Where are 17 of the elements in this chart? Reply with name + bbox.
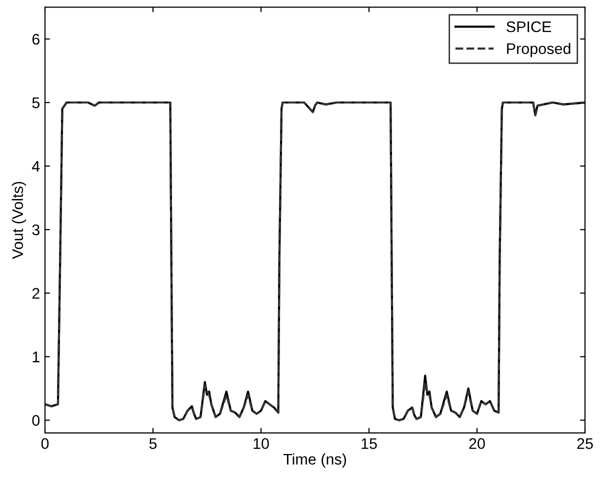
x-tick-label: 5 [149, 438, 157, 449]
x-tick-label: 25 [577, 438, 593, 449]
y-tick-label: 3 [32, 224, 40, 236]
x-tick-label: 10 [254, 438, 269, 449]
y-axis-title: Vout (Volts) [12, 182, 26, 260]
y-tick-label: 2 [32, 288, 40, 299]
legend-label: SPICE [506, 21, 552, 32]
x-tick-label: 20 [469, 438, 485, 449]
y-tick-label: 6 [32, 34, 40, 45]
legend-label: Proposed [507, 42, 570, 58]
y-tick-label: 0 [32, 415, 40, 426]
x-tick-label: 0 [41, 438, 49, 449]
x-tick-label: 15 [362, 438, 377, 449]
y-tick-label: 4 [32, 161, 40, 172]
y-tick-label: 1 [32, 352, 40, 362]
y-tick-label: 5 [32, 98, 40, 108]
x-axis-title: Time (ns) [283, 453, 346, 468]
